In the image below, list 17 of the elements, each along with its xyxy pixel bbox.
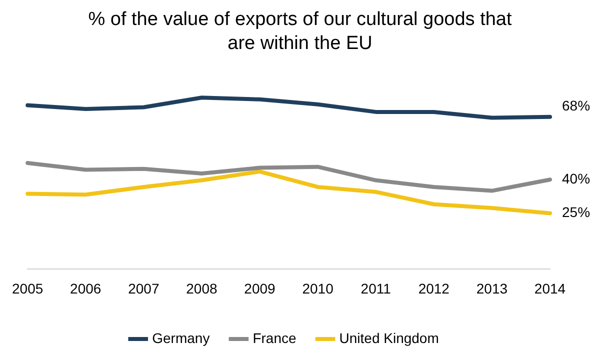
- chart-title: % of the value of exports of our cultural goods that are within the EU: [87, 8, 513, 56]
- x-tick-label: 2010: [302, 280, 334, 296]
- data-label: 40%: [562, 170, 590, 186]
- x-tick-label: 2013: [476, 280, 508, 296]
- legend-label: France: [252, 330, 296, 346]
- x-tick-label: 2006: [70, 280, 102, 296]
- x-tick-label: 2012: [418, 280, 450, 296]
- x-tick-label: 2005: [12, 280, 44, 296]
- x-tick-label: 2009: [244, 280, 276, 296]
- legend-label: United Kingdom: [339, 330, 439, 346]
- data-label: 25%: [562, 204, 590, 220]
- x-tick-label: 2011: [360, 280, 392, 296]
- x-tick-label: 2007: [128, 280, 160, 296]
- legend-label: Germany: [152, 330, 210, 346]
- x-tick-label: 2008: [186, 280, 218, 296]
- x-tick-label: 2014: [534, 280, 566, 296]
- data-label: 68%: [562, 98, 590, 114]
